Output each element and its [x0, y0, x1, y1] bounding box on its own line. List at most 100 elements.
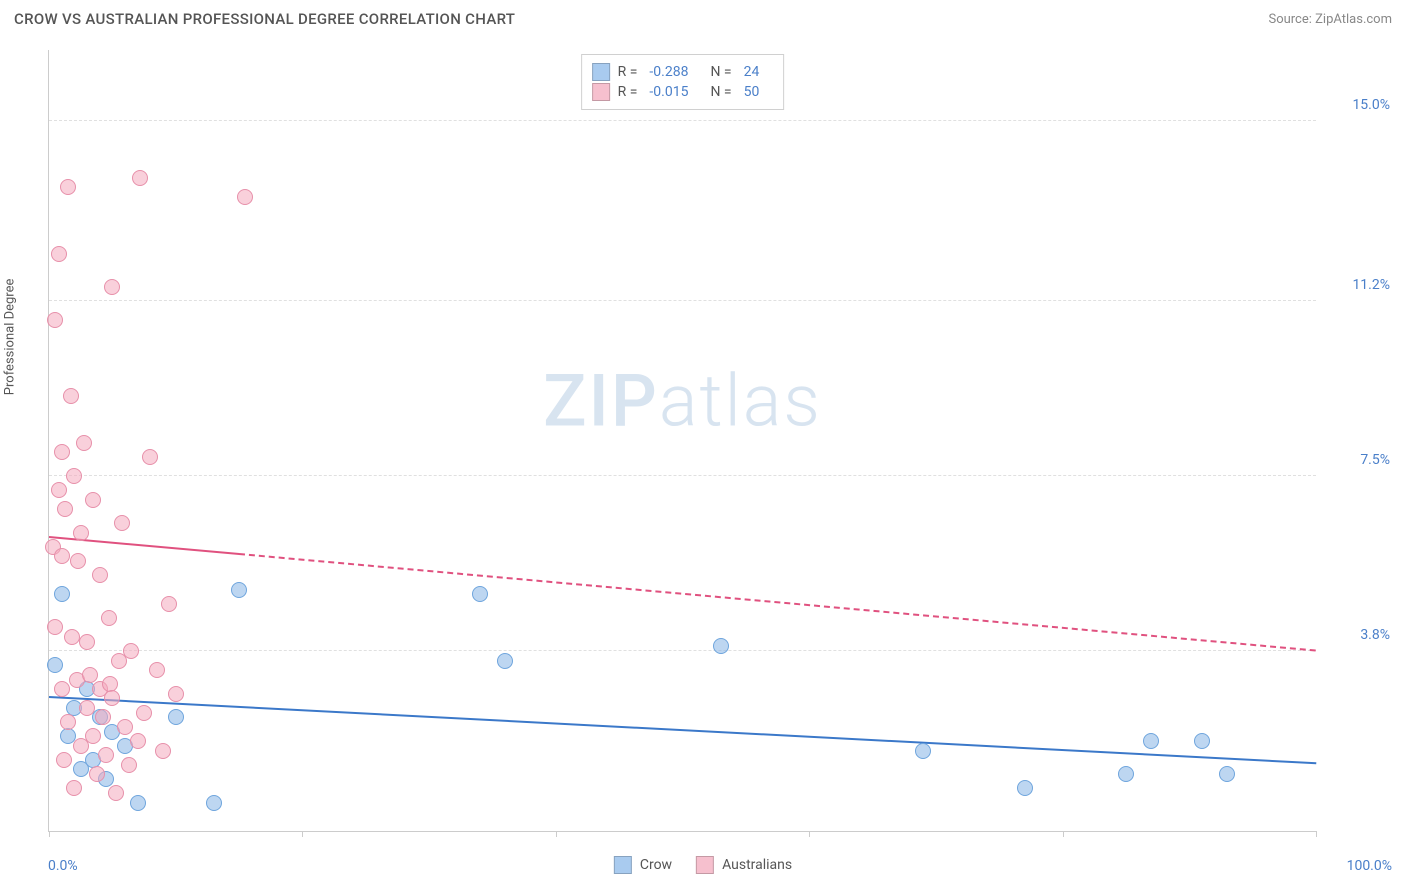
- data-point: [231, 582, 247, 598]
- data-point: [1219, 766, 1235, 782]
- chart-title: CROW VS AUSTRALIAN PROFESSIONAL DEGREE C…: [14, 10, 515, 28]
- data-point: [47, 312, 63, 328]
- data-point: [98, 747, 114, 763]
- data-point: [79, 634, 95, 650]
- legend-stats-row: R = -0.288 N = 24: [592, 63, 774, 81]
- y-tick-label: 11.2%: [1322, 277, 1390, 293]
- data-point: [915, 743, 931, 759]
- gridline: [49, 300, 1316, 301]
- data-point: [1118, 766, 1134, 782]
- data-point: [117, 719, 133, 735]
- x-tick-mark: [809, 831, 810, 837]
- data-point: [60, 179, 76, 195]
- data-point: [1017, 780, 1033, 796]
- data-point: [168, 709, 184, 725]
- data-point: [82, 667, 98, 683]
- data-point: [114, 515, 130, 531]
- data-point: [497, 653, 513, 669]
- data-point: [73, 525, 89, 541]
- data-point: [237, 189, 253, 205]
- stat-n-label: N =: [710, 84, 731, 100]
- data-point: [66, 780, 82, 796]
- data-point: [132, 170, 148, 186]
- data-point: [54, 586, 70, 602]
- x-axis-min-label: 0.0%: [48, 858, 78, 874]
- data-point: [51, 482, 67, 498]
- data-point: [155, 743, 171, 759]
- data-point: [1194, 733, 1210, 749]
- data-point: [1143, 733, 1159, 749]
- gridline: [49, 475, 1316, 476]
- data-point: [47, 657, 63, 673]
- x-tick-mark: [1316, 831, 1317, 837]
- data-point: [60, 714, 76, 730]
- legend-label-0: Crow: [640, 857, 672, 873]
- data-point: [472, 586, 488, 602]
- stat-r-label: R =: [618, 64, 638, 80]
- legend-series: Crow Australians: [614, 856, 792, 874]
- data-point: [57, 501, 73, 517]
- data-point: [63, 388, 79, 404]
- data-point: [95, 709, 111, 725]
- data-point: [92, 567, 108, 583]
- swatch-series-1: [696, 856, 714, 874]
- data-point: [104, 279, 120, 295]
- data-point: [142, 449, 158, 465]
- legend-item: Australians: [696, 856, 792, 874]
- data-point: [130, 733, 146, 749]
- trend-line: [49, 696, 1316, 764]
- data-point: [130, 795, 146, 811]
- legend-label-1: Australians: [722, 857, 792, 873]
- data-point: [51, 246, 67, 262]
- data-point: [123, 643, 139, 659]
- swatch-series-0: [614, 856, 632, 874]
- x-tick-mark: [556, 831, 557, 837]
- data-point: [149, 662, 165, 678]
- x-tick-mark: [302, 831, 303, 837]
- x-tick-mark: [1063, 831, 1064, 837]
- data-point: [168, 686, 184, 702]
- legend-stats-row: R = -0.015 N = 50: [592, 83, 774, 101]
- scatter-chart: ZIPatlas R = -0.288 N = 24 R = -0.015 N …: [48, 50, 1316, 832]
- data-point: [121, 757, 137, 773]
- data-point: [54, 548, 70, 564]
- watermark-light: atlas: [659, 359, 822, 444]
- trend-line: [239, 553, 1316, 652]
- stat-n-value-1: 50: [744, 84, 760, 100]
- data-point: [108, 785, 124, 801]
- data-point: [85, 492, 101, 508]
- watermark: ZIPatlas: [543, 359, 822, 444]
- data-point: [54, 444, 70, 460]
- stat-r-value-0: -0.288: [649, 64, 688, 80]
- stat-r-value-1: -0.015: [649, 84, 688, 100]
- gridline: [49, 120, 1316, 121]
- data-point: [85, 728, 101, 744]
- legend-stats: R = -0.288 N = 24 R = -0.015 N = 50: [581, 54, 785, 110]
- swatch-series-0: [592, 63, 610, 81]
- data-point: [70, 553, 86, 569]
- stat-n-label: N =: [710, 64, 731, 80]
- y-tick-label: 15.0%: [1322, 97, 1390, 113]
- stat-r-label: R =: [618, 84, 638, 100]
- data-point: [136, 705, 152, 721]
- data-point: [76, 435, 92, 451]
- data-point: [161, 596, 177, 612]
- data-point: [89, 766, 105, 782]
- data-point: [56, 752, 72, 768]
- data-point: [104, 690, 120, 706]
- stat-n-value-0: 24: [744, 64, 760, 80]
- source-label: Source: ZipAtlas.com: [1268, 12, 1392, 27]
- y-tick-label: 3.8%: [1322, 627, 1390, 643]
- data-point: [54, 681, 70, 697]
- data-point: [79, 700, 95, 716]
- data-point: [101, 610, 117, 626]
- watermark-bold: ZIP: [543, 359, 659, 444]
- y-axis-label: Professional Degree: [3, 279, 18, 396]
- y-tick-label: 7.5%: [1322, 452, 1390, 468]
- x-tick-mark: [49, 831, 50, 837]
- data-point: [47, 619, 63, 635]
- data-point: [713, 638, 729, 654]
- data-point: [66, 468, 82, 484]
- gridline: [49, 650, 1316, 651]
- legend-item: Crow: [614, 856, 672, 874]
